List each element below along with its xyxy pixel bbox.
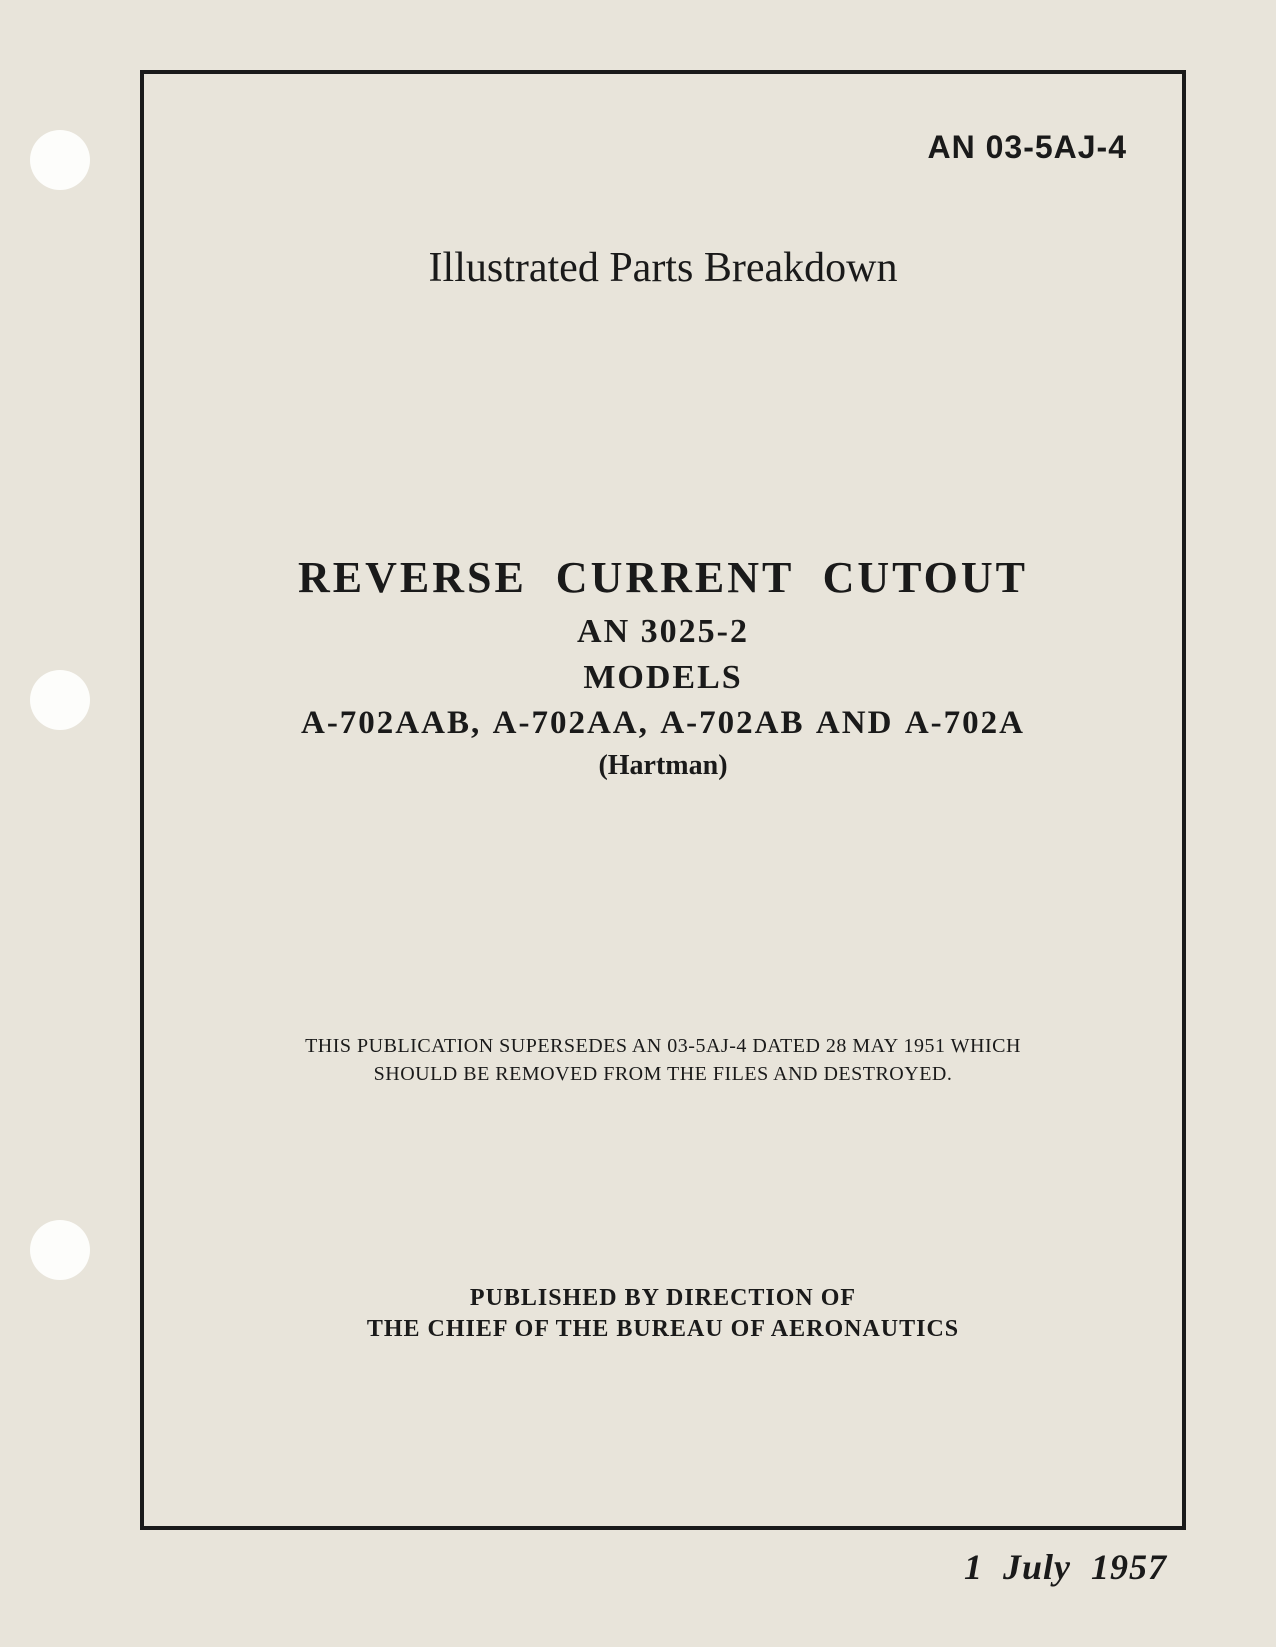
main-title-block: REVERSE CURRENT CUTOUT AN 3025-2 MODELS …: [194, 552, 1132, 782]
publisher-line-2: THE CHIEF OF THE BUREAU OF AERONAUTICS: [194, 1314, 1132, 1345]
document-border: AN 03-5AJ-4 Illustrated Parts Breakdown …: [140, 70, 1186, 1530]
supersede-line-1: THIS PUBLICATION SUPERSEDES AN 03-5AJ-4 …: [194, 1032, 1132, 1060]
supersede-notice: THIS PUBLICATION SUPERSEDES AN 03-5AJ-4 …: [194, 1032, 1132, 1088]
publication-date: 1 July 1957: [964, 1546, 1167, 1588]
publisher-line-1: PUBLISHED BY DIRECTION OF: [194, 1283, 1132, 1314]
main-title: REVERSE CURRENT CUTOUT: [194, 552, 1132, 603]
models-label: MODELS: [194, 659, 1132, 697]
hole-punch-middle: [30, 670, 90, 730]
models-list: A-702AAB, A-702AA, A-702AB AND A-702A: [194, 705, 1132, 742]
breakdown-title: Illustrated Parts Breakdown: [194, 244, 1132, 292]
hole-punch-bottom: [30, 1220, 90, 1280]
publisher-notice: PUBLISHED BY DIRECTION OF THE CHIEF OF T…: [194, 1283, 1132, 1345]
sub-title: AN 3025-2: [194, 613, 1132, 651]
supersede-line-2: SHOULD BE REMOVED FROM THE FILES AND DES…: [194, 1060, 1132, 1088]
hole-punch-top: [30, 130, 90, 190]
page-container: AN 03-5AJ-4 Illustrated Parts Breakdown …: [140, 70, 1186, 1587]
manufacturer: (Hartman): [194, 750, 1132, 782]
document-number: AN 03-5AJ-4: [927, 129, 1127, 166]
